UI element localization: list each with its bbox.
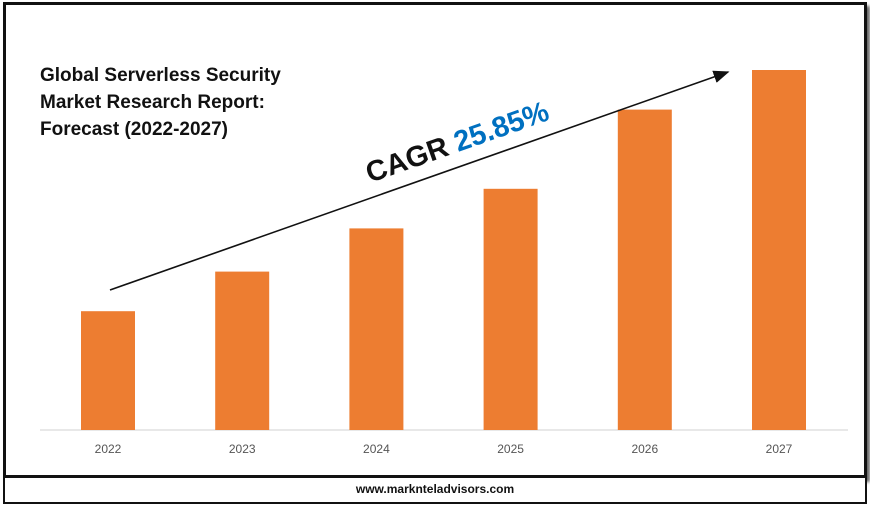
cagr-annotation: CAGR25.85%	[362, 96, 554, 190]
bar-2025	[483, 188, 538, 430]
cagr-label: CAGR	[362, 131, 453, 190]
footer-website: www.marknteladvisors.com	[3, 478, 867, 504]
x-tick-label: 2025	[497, 442, 524, 456]
trend-arrow	[109, 70, 730, 291]
x-tick-label: 2023	[229, 442, 256, 456]
x-tick-label: 2027	[766, 442, 793, 456]
bar-2024	[349, 228, 404, 430]
x-tick-label: 2026	[631, 442, 658, 456]
cagr-value: 25.85%	[450, 96, 554, 159]
bar-2026	[617, 109, 672, 430]
x-tick-label: 2024	[363, 442, 390, 456]
x-tick-label: 2022	[95, 442, 122, 456]
bar-2023	[215, 271, 270, 430]
bar-2022	[81, 311, 135, 430]
bar-2027	[752, 70, 806, 430]
chart-title: Global Serverless Security Market Resear…	[40, 65, 281, 140]
